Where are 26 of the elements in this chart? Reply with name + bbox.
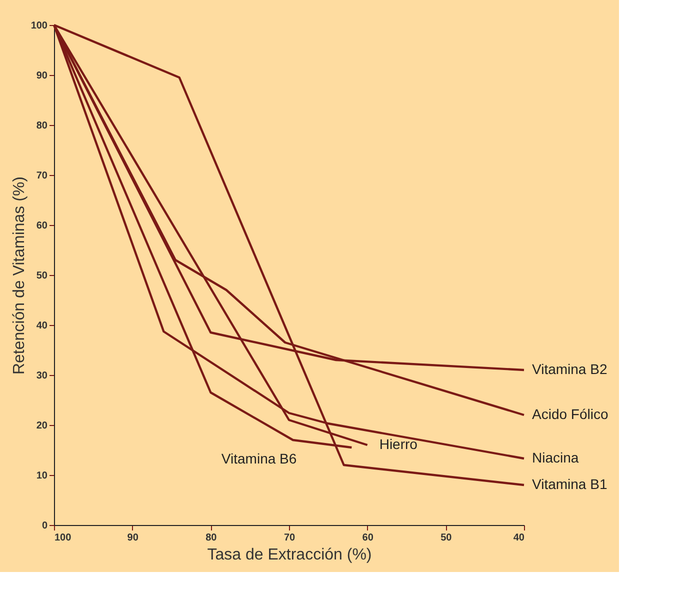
y-tick-label: 0 bbox=[42, 520, 48, 532]
series-label: Vitamina B2 bbox=[532, 361, 608, 377]
y-tick-label: 40 bbox=[36, 320, 48, 332]
y-axis-title: Retención de Vitaminas (%) bbox=[10, 176, 28, 375]
series-label: Vitamina B6 bbox=[221, 450, 297, 466]
y-tick-label: 100 bbox=[30, 20, 48, 32]
y-tick-label: 50 bbox=[36, 270, 48, 282]
x-tick-label: 70 bbox=[284, 532, 296, 544]
y-tick-label: 60 bbox=[36, 220, 48, 232]
x-tick-label: 50 bbox=[440, 532, 452, 544]
x-tick-label: 100 bbox=[54, 532, 72, 544]
y-tick-label: 30 bbox=[36, 370, 48, 382]
x-axis-title: Tasa de Extracción (%) bbox=[207, 546, 372, 564]
x-tick-label: 90 bbox=[127, 532, 139, 544]
series-label: Niacina bbox=[532, 450, 579, 466]
y-tick-label: 10 bbox=[36, 470, 48, 482]
series-label: Vitamina B1 bbox=[532, 476, 608, 492]
x-tick-label: 60 bbox=[362, 532, 374, 544]
series-label: Hierro bbox=[379, 436, 418, 452]
series-label: Acido Fólico bbox=[532, 406, 608, 422]
x-tick-label: 80 bbox=[206, 532, 218, 544]
x-tick-label: 40 bbox=[513, 532, 525, 544]
y-tick-label: 80 bbox=[36, 120, 48, 132]
y-tick-label: 20 bbox=[36, 420, 48, 432]
y-tick-label: 70 bbox=[36, 170, 48, 182]
y-tick-label: 90 bbox=[36, 70, 48, 82]
